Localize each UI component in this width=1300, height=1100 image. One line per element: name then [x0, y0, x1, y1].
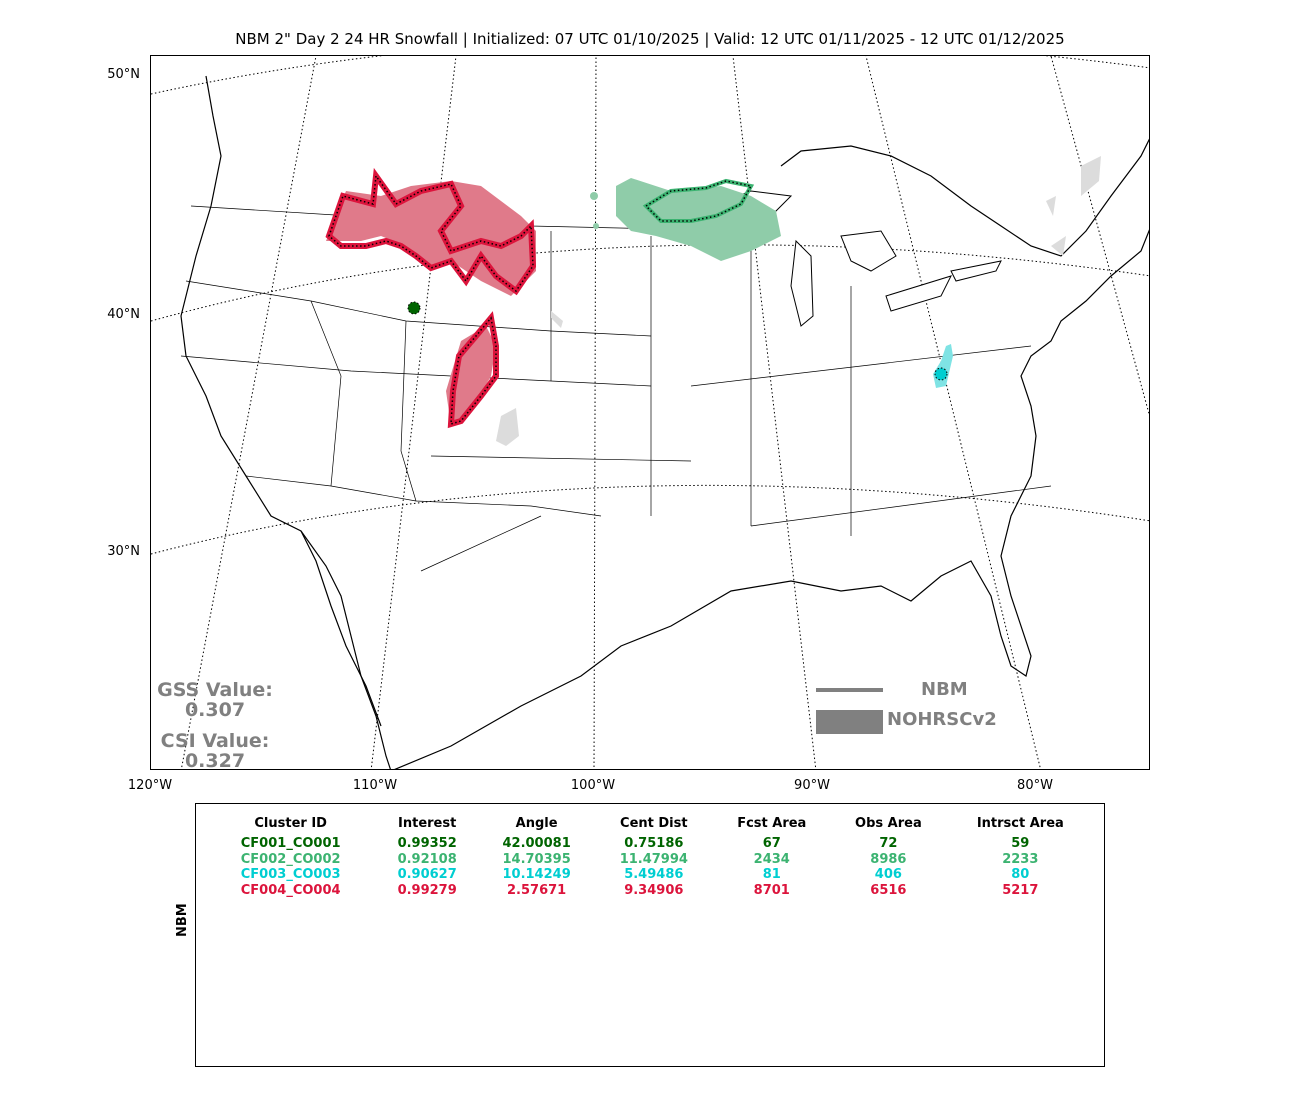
- table-cell: 2434: [753, 851, 790, 867]
- table-cell: 42.00081: [502, 836, 571, 852]
- table-cell: 80: [1011, 867, 1030, 883]
- col-header: Interest: [398, 815, 457, 831]
- csi-value: 0.327: [184, 750, 246, 772]
- cluster-cf003: [933, 344, 953, 388]
- table-cell: 8701: [753, 882, 790, 898]
- table-cell: CF004_CO004: [240, 882, 341, 898]
- table-header-row: Cluster ID Interest Angle Cent Dist Fcst…: [205, 814, 1095, 836]
- table-row: CF004_CO004 0.99279 2.57671 9.34906 8701…: [205, 883, 1095, 899]
- coastline: [180, 75, 1149, 769]
- table-cell: 406: [874, 867, 902, 883]
- col-header: Cent Dist: [620, 815, 688, 831]
- legend-label-nbm: NBM: [921, 679, 968, 700]
- cluster-cf004: [325, 167, 537, 429]
- state-borders: [180, 205, 1052, 572]
- table-cell: 5.49486: [624, 867, 684, 883]
- table-cell: 8986: [870, 851, 907, 867]
- col-header: Cluster ID: [254, 815, 327, 831]
- table-cell: CF002_CO002: [240, 851, 341, 867]
- table-row: CF003_CO003 0.90627 10.14249 5.49486 81 …: [205, 867, 1095, 883]
- table-cell: 14.70395: [502, 851, 571, 867]
- legend-fill-nohrsc: [816, 710, 883, 734]
- table-cell: 0.92108: [397, 851, 457, 867]
- csi-label: CSI Value:: [160, 730, 270, 752]
- legend-label-nohrsc: NOHRSCv2: [887, 709, 997, 730]
- table-cell: CF003_CO003: [240, 867, 341, 883]
- cluster-cf002: [590, 178, 781, 261]
- lon-label-110: 110°W: [352, 778, 398, 793]
- table-cell: 10.14249: [502, 867, 571, 883]
- table-cell: 81: [762, 867, 781, 883]
- table-ylabel: NBM: [175, 903, 190, 937]
- graticule: [151, 56, 1149, 769]
- table-cell: 0.99352: [397, 836, 457, 852]
- legend-swatches: [816, 688, 883, 734]
- table-cell: CF001_CO001: [240, 836, 341, 852]
- lon-label-100: 100°W: [570, 778, 616, 793]
- table-cell: 5217: [1002, 882, 1039, 898]
- chart-title: NBM 2" Day 2 24 HR Snowfall | Initialize…: [235, 30, 1065, 48]
- table-row: CF002_CO002 0.92108 14.70395 11.47994 24…: [205, 852, 1095, 868]
- table-cell: 0.75186: [624, 836, 684, 852]
- obs-gray-patches: [496, 156, 1101, 446]
- table-cell: 72: [879, 836, 898, 852]
- table-cell: 59: [1011, 836, 1030, 852]
- col-header: Intrsct Area: [976, 815, 1064, 831]
- cluster-cf001: [407, 301, 421, 315]
- table-cell: 0.99279: [397, 882, 457, 898]
- table-cell: 67: [762, 836, 781, 852]
- us-map: [151, 56, 1149, 769]
- table-cell: 2233: [1002, 851, 1039, 867]
- gss-label: GSS Value:: [157, 679, 273, 701]
- stats-table: Cluster ID Interest Angle Cent Dist Fcst…: [205, 814, 1095, 898]
- gss-value: 0.307: [184, 699, 246, 721]
- lon-label-80: 80°W: [1017, 778, 1053, 793]
- table-cell: 11.47994: [619, 851, 688, 867]
- stats-table-box: [195, 803, 1105, 1067]
- table-cell: 9.34906: [624, 882, 684, 898]
- col-header: Obs Area: [855, 815, 922, 831]
- map-panel: [150, 55, 1150, 770]
- lon-label-120: 120°W: [127, 778, 173, 793]
- table-row: CF001_CO001 0.99352 42.00081 0.75186 67 …: [205, 836, 1095, 852]
- table-cell: 2.57671: [507, 882, 567, 898]
- col-header: Angle: [515, 815, 558, 831]
- lat-label-50: 50°N: [107, 67, 140, 82]
- col-header: Fcst Area: [737, 815, 807, 831]
- lat-label-40: 40°N: [107, 307, 140, 322]
- table-cell: 0.90627: [397, 867, 457, 883]
- lon-label-90: 90°W: [794, 778, 830, 793]
- table-cell: 6516: [870, 882, 907, 898]
- lat-label-30: 30°N: [107, 544, 140, 559]
